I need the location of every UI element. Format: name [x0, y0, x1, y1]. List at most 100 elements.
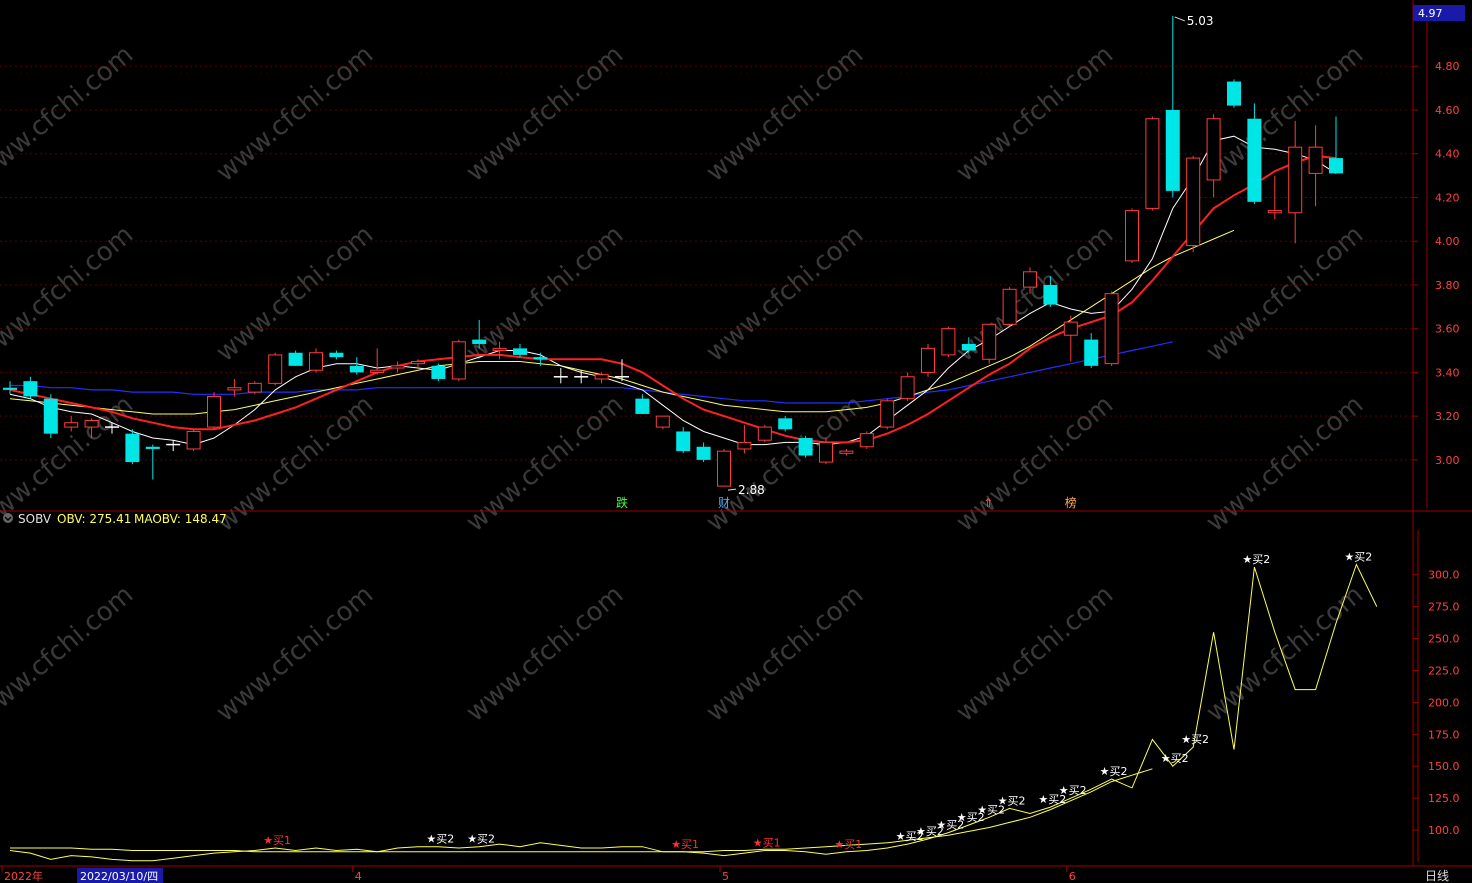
- collapse-icon[interactable]: [3, 513, 13, 523]
- candle[interactable]: [309, 348, 323, 373]
- candle[interactable]: [1023, 267, 1037, 294]
- candle[interactable]: [288, 350, 303, 366]
- candle[interactable]: [1329, 116, 1343, 174]
- candle[interactable]: [1308, 125, 1323, 207]
- candle[interactable]: [513, 343, 527, 358]
- candle[interactable]: [84, 418, 99, 439]
- candle[interactable]: [717, 448, 731, 487]
- candle[interactable]: [1186, 155, 1201, 253]
- event-label[interactable]: 榜: [1065, 495, 1077, 510]
- candle[interactable]: [757, 424, 772, 443]
- candle[interactable]: [533, 352, 548, 366]
- candle[interactable]: [1104, 291, 1119, 366]
- candle[interactable]: [1247, 103, 1262, 205]
- candle[interactable]: [859, 431, 874, 449]
- candle[interactable]: [676, 427, 691, 454]
- candle[interactable]: [1145, 116, 1160, 211]
- maobv-value-label: MAOBV: 148.47: [134, 512, 227, 526]
- candlesticks[interactable]: [3, 15, 1343, 487]
- candle[interactable]: [1227, 79, 1241, 108]
- candle[interactable]: [1125, 208, 1139, 264]
- candle[interactable]: [227, 378, 242, 397]
- candle-body: [1063, 321, 1078, 336]
- watermark-text: www.cfchi.com: [0, 40, 139, 188]
- price-tick-label: 4.60: [1435, 104, 1460, 117]
- candle-body: [186, 430, 201, 450]
- candle[interactable]: [553, 368, 568, 384]
- event-label[interactable]: ⇑: [983, 496, 993, 510]
- candle-body: [533, 357, 548, 360]
- candle-body: [247, 382, 262, 393]
- candle[interactable]: [145, 444, 160, 480]
- candle[interactable]: [186, 429, 201, 452]
- candle[interactable]: [1206, 114, 1221, 198]
- candle[interactable]: [1288, 120, 1303, 244]
- candle[interactable]: [247, 381, 262, 395]
- candle-body: [961, 343, 976, 351]
- candle[interactable]: [1063, 315, 1078, 362]
- period-label[interactable]: 日线: [1425, 869, 1449, 883]
- candle[interactable]: [43, 394, 58, 439]
- candle[interactable]: [819, 438, 833, 465]
- event-label[interactable]: 跌: [616, 495, 628, 510]
- price-tick-label: 4.80: [1435, 60, 1460, 73]
- candle[interactable]: [1267, 175, 1282, 220]
- candle[interactable]: [941, 326, 956, 358]
- candle-body: [819, 441, 833, 463]
- candle[interactable]: [390, 361, 405, 373]
- candle-body: [1023, 271, 1037, 288]
- candle[interactable]: [23, 376, 38, 399]
- candle[interactable]: [982, 323, 997, 364]
- candle[interactable]: [431, 363, 446, 382]
- event-label[interactable]: 财: [718, 496, 730, 510]
- candle[interactable]: [64, 416, 79, 432]
- candle[interactable]: [125, 429, 140, 465]
- candle[interactable]: [921, 343, 935, 377]
- candle[interactable]: [1084, 333, 1099, 369]
- candle[interactable]: [1043, 276, 1058, 307]
- candle[interactable]: [615, 359, 629, 382]
- candle[interactable]: [574, 370, 589, 384]
- candle-body: [3, 387, 17, 390]
- indicator-tick-label: 175.0: [1428, 728, 1460, 741]
- candle[interactable]: [1165, 15, 1180, 198]
- candle[interactable]: [370, 348, 385, 375]
- candle[interactable]: [472, 319, 487, 349]
- candle[interactable]: [594, 372, 609, 384]
- candle[interactable]: [1002, 287, 1017, 327]
- price-y-axis: 3.00 3.20 3.40 3.60 3.80 4.00 4.20 4.40 4.60 4.80: [1413, 5, 1460, 508]
- candle[interactable]: [655, 415, 670, 430]
- candle[interactable]: [349, 357, 364, 375]
- candle[interactable]: [635, 394, 650, 414]
- candle[interactable]: [268, 352, 283, 386]
- candle[interactable]: [207, 392, 221, 430]
- candle[interactable]: [329, 350, 344, 360]
- candle-body: [268, 354, 283, 384]
- candle[interactable]: [961, 337, 976, 353]
- candle[interactable]: [798, 435, 813, 458]
- candle-body: [941, 328, 956, 356]
- price-panel[interactable]: 5.03 2.88 跌 财 ⇑ 榜: [0, 14, 1413, 510]
- candle[interactable]: [696, 442, 711, 463]
- candle-body: [839, 450, 854, 454]
- candle-body: [1329, 158, 1343, 174]
- candle[interactable]: [166, 440, 181, 452]
- watermark-text: www.cfchi.com: [461, 220, 630, 368]
- indicator-panel[interactable]: ★买1 ★买2 ★买2 ★买1 ★买1 ★买1★买2★买2★买2★买2★买2★买2 ★买2★…: [3, 512, 1378, 862]
- candle-body: [859, 433, 874, 448]
- candle[interactable]: [411, 359, 425, 369]
- candle[interactable]: [900, 372, 915, 401]
- candle[interactable]: [778, 416, 793, 432]
- candle[interactable]: [105, 422, 119, 434]
- candle[interactable]: [839, 448, 854, 456]
- candle[interactable]: [3, 381, 17, 395]
- candle[interactable]: [492, 341, 507, 360]
- candle[interactable]: [737, 424, 752, 454]
- x-axis: 2022年 4 5 6: [1, 866, 1076, 883]
- indicator-tick-label: 300.0: [1428, 569, 1460, 582]
- indicator-tick-label: 150.0: [1428, 760, 1460, 773]
- candle[interactable]: [880, 398, 895, 430]
- x-tick-label: 5: [722, 870, 729, 883]
- candle[interactable]: [451, 339, 466, 382]
